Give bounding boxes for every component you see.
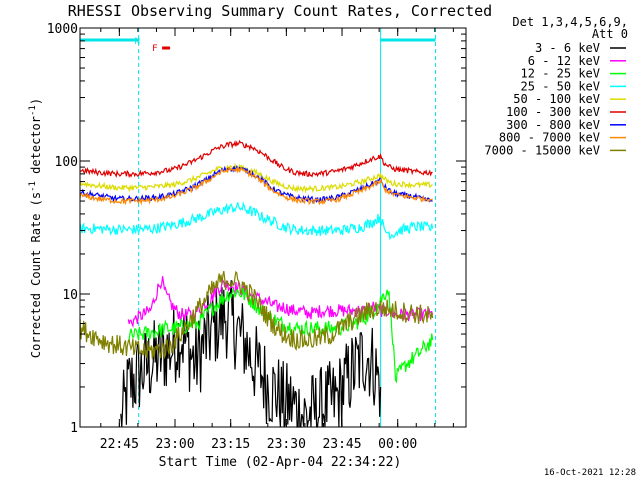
x-tick-label-2: 23:15 [211, 437, 250, 452]
legend-label-0: 3 - 6 keV [535, 41, 600, 55]
event-markers: NF [135, 37, 171, 54]
series-line-5 [79, 139, 433, 179]
series-line-7 [79, 166, 433, 206]
legend-label-8: 7000 - 15000 keV [484, 143, 600, 157]
legend-header-2: Att 0 [592, 27, 628, 41]
legend-label-3: 25 - 50 keV [521, 79, 600, 93]
x-tick-label-0: 22:45 [100, 437, 139, 452]
chart-title: RHESSI Observing Summary Count Rates, Co… [68, 2, 492, 20]
y-axis-label: Corrected Count Rate (s-1 detector-1) [28, 98, 43, 358]
plot-frame [79, 27, 467, 428]
marker-label-N: N [135, 37, 140, 47]
legend-label-4: 50 - 100 keV [513, 92, 600, 106]
series-line-8 [79, 270, 434, 360]
y-tick-label-1: 10 [62, 288, 78, 303]
legend-header-1: Det 1,3,4,5,6,9, [512, 15, 628, 29]
series-line-2 [127, 287, 434, 384]
x-tick-label-1: 23:00 [155, 437, 194, 452]
timestamp: 16-Oct-2021 12:28 [544, 468, 636, 478]
y-tick-label-2: 100 [55, 155, 78, 170]
x-axis-ticks: 22:45 23:00 23:15 23:30 23:45 00:00 [100, 28, 454, 452]
legend-label-6: 300 - 800 keV [506, 118, 600, 132]
legend-label-2: 12 - 25 keV [521, 67, 600, 81]
series-line-0 [120, 280, 382, 428]
y-tick-label-3: 1000 [47, 22, 78, 37]
x-tick-label-4: 23:45 [322, 437, 361, 452]
series-line-4 [79, 162, 433, 194]
y-axis-ticks: 1 10 100 1000 [47, 22, 466, 436]
legend-label-5: 100 - 300 keV [506, 105, 600, 119]
legend-label-7: 800 - 7000 keV [499, 131, 600, 145]
series-line-3 [79, 201, 434, 241]
legend-label-1: 6 - 12 keV [528, 54, 600, 68]
series-lines [79, 139, 434, 428]
x-tick-label-5: 00:00 [378, 437, 417, 452]
y-tick-label-0: 1 [70, 421, 78, 436]
x-axis-label: Start Time (02-Apr-04 22:34:22) [159, 455, 402, 470]
x-tick-label-3: 23:30 [267, 437, 306, 452]
marker-label-F: F [152, 44, 157, 54]
